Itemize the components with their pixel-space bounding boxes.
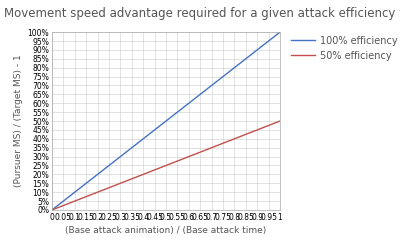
- 100% efficiency: [50, 208, 54, 211]
- Text: Movement speed advantage required for a given attack efficiency when chasing: Movement speed advantage required for a …: [4, 7, 400, 21]
- 50% efficiency: [158, 166, 163, 169]
- 50% efficiency: [185, 156, 190, 159]
- 100% efficiency: [158, 124, 163, 127]
- 100% efficiency: [185, 103, 190, 105]
- 50% efficiency: [173, 160, 178, 163]
- 100% efficiency: [272, 35, 277, 38]
- X-axis label: (Base attack animation) / (Base attack time): (Base attack animation) / (Base attack t…: [65, 226, 267, 235]
- 50% efficiency: [236, 136, 241, 139]
- 50% efficiency: [50, 208, 54, 211]
- Y-axis label: (Pursuer MS) / (Target MS) - 1: (Pursuer MS) / (Target MS) - 1: [14, 55, 24, 187]
- 50% efficiency: [278, 120, 282, 123]
- 100% efficiency: [236, 63, 241, 66]
- 100% efficiency: [278, 31, 282, 34]
- 100% efficiency: [159, 123, 164, 126]
- Legend: 100% efficiency, 50% efficiency: 100% efficiency, 50% efficiency: [287, 32, 400, 65]
- 50% efficiency: [159, 166, 164, 169]
- 100% efficiency: [173, 112, 178, 115]
- 50% efficiency: [272, 122, 277, 125]
- Line: 100% efficiency: 100% efficiency: [52, 32, 280, 210]
- Line: 50% efficiency: 50% efficiency: [52, 121, 280, 210]
